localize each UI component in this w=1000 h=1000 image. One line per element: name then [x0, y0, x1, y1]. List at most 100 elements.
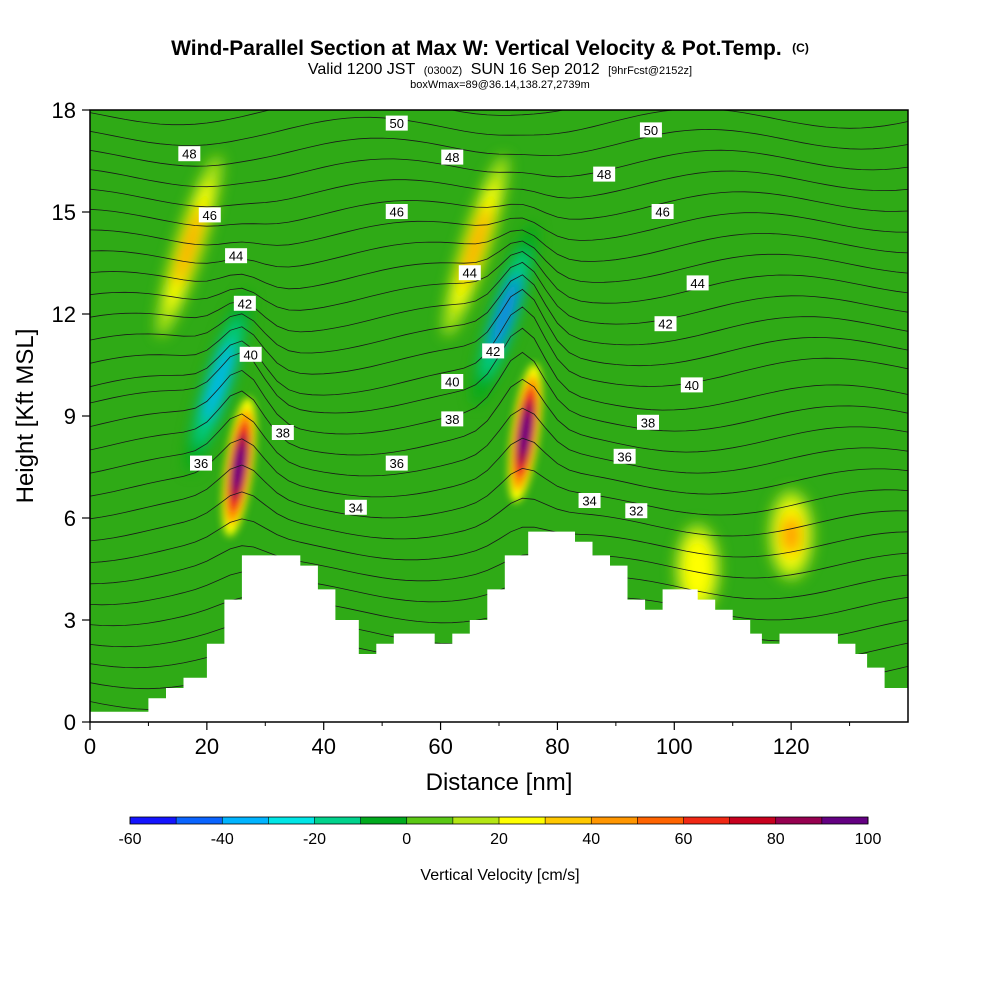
- svg-text:36: 36: [390, 456, 404, 471]
- y-tick-label: 12: [52, 302, 76, 327]
- svg-text:40: 40: [243, 347, 257, 362]
- w-band-layer: [490, 274, 520, 354]
- svg-text:Valid 1200 JST (0300Z): Valid 1200 JST (0300Z) SUN 16 Sep 2012 […: [308, 61, 692, 78]
- svg-text:34: 34: [349, 500, 363, 515]
- theta-isoline: [90, 407, 908, 477]
- x-tick-label: 40: [311, 734, 335, 759]
- svg-text:44: 44: [463, 266, 477, 281]
- x-axis-label: Distance [nm]: [426, 769, 573, 796]
- theta-label: 48: [593, 166, 616, 182]
- colorbar-swatch: [406, 817, 454, 824]
- colorbar-swatch: [222, 817, 269, 824]
- theta-isoline: [90, 274, 908, 354]
- terrain: [90, 531, 908, 722]
- colorbar-swatch: [499, 817, 546, 824]
- theta-isoline: [90, 306, 908, 396]
- colorbar-swatch: [314, 817, 362, 824]
- theta-label: 38: [271, 425, 294, 441]
- theta-label: 38: [636, 414, 659, 430]
- colorbar: -60 -40 -20 0 20 40 60 80 100: [118, 816, 882, 848]
- theta-label: 32: [625, 503, 648, 519]
- svg-text:44: 44: [690, 276, 704, 291]
- svg-text:36: 36: [194, 456, 208, 471]
- theta-label: 46: [198, 207, 221, 223]
- svg-text:36: 36: [617, 449, 631, 464]
- theta-isoline: [90, 110, 566, 126]
- theta-label: 34: [344, 499, 367, 515]
- y-axis: 0 3 6 9 12 15 18: [52, 98, 90, 735]
- theta-isoline: [90, 491, 908, 542]
- theta-labels: 50 50 48 48 48 46 46 46 44 44 44 42 42 42 40 40 40 38 38 38…: [178, 115, 709, 519]
- w-core-layer: [519, 410, 531, 456]
- svg-text:48: 48: [597, 167, 611, 182]
- title-valid-date: SUN 16 Sep 2012: [471, 61, 600, 78]
- svg-text:48: 48: [182, 147, 196, 162]
- theta-label: 48: [441, 149, 464, 165]
- colorbar-tick-label: 0: [402, 831, 411, 848]
- svg-text:Wind-Parallel Section at Max W: Wind-Parallel Section at Max W: Vertical…: [171, 37, 809, 60]
- theta-isoline: [90, 170, 908, 208]
- colorbar-swatch: [130, 817, 177, 824]
- w-band-layer: [687, 549, 708, 589]
- colorbar-swatch: [545, 817, 592, 824]
- theta-label: 44: [458, 265, 481, 281]
- colorbar-swatch: [683, 817, 731, 824]
- title-forecast: [9hrFcst@2152z]: [608, 65, 692, 77]
- y-tick-label: 18: [52, 98, 76, 123]
- svg-text:34: 34: [582, 494, 596, 509]
- title-valid-prefix: Valid 1200 JST: [308, 61, 416, 78]
- svg-text:38: 38: [276, 426, 290, 441]
- colorbar-swatch: [729, 817, 777, 824]
- theta-label: 42: [482, 343, 505, 359]
- theta-isoline: [90, 437, 908, 498]
- theta-label: 46: [651, 204, 674, 220]
- theta-label: 40: [239, 346, 262, 362]
- x-tick-label: 20: [195, 734, 219, 759]
- theta-isoline: [90, 240, 908, 290]
- y-tick-label: 0: [64, 710, 76, 735]
- svg-text:46: 46: [203, 208, 217, 223]
- svg-text:42: 42: [238, 296, 252, 311]
- y-tick-label: 6: [64, 506, 76, 531]
- theta-isoline: [90, 261, 908, 333]
- theta-label: 44: [686, 275, 709, 291]
- plot-area: 50 50 48 48 48 46 46 46 44 44 44 42 42 42 40 40 40 38 38 38…: [90, 110, 908, 722]
- theta-isoline: [90, 464, 908, 520]
- theta-label: 46: [385, 204, 408, 220]
- theta-isoline: [90, 288, 908, 375]
- theta-label: 38: [441, 411, 464, 427]
- x-tick-label: 80: [545, 734, 569, 759]
- svg-text:40: 40: [445, 375, 459, 390]
- colorbar-tick-label: 100: [855, 831, 882, 848]
- svg-text:44: 44: [229, 249, 243, 264]
- svg-text:42: 42: [658, 317, 672, 332]
- colorbar-swatch: [821, 817, 869, 824]
- svg-text:46: 46: [390, 205, 404, 220]
- colorbar-tick-label: 60: [675, 831, 693, 848]
- y-axis-label: Height [Kft MSL]: [12, 329, 39, 504]
- w-band-layer: [175, 206, 204, 286]
- theta-label: 42: [654, 316, 677, 332]
- title-valid-utc: (0300Z): [424, 65, 463, 77]
- theta-isoline: [90, 378, 908, 456]
- theta-label: 36: [190, 455, 213, 471]
- theta-isoline: [90, 212, 908, 246]
- theta-label: 42: [233, 295, 256, 311]
- colorbar-swatch: [775, 817, 823, 824]
- y-tick-label: 9: [64, 404, 76, 429]
- theta-label: 36: [385, 455, 408, 471]
- theta-label: 48: [178, 146, 201, 162]
- colorbar-swatch: [176, 817, 223, 824]
- svg-text:48: 48: [445, 150, 459, 165]
- colorbar-tick-label: 20: [490, 831, 508, 848]
- theta-label: 40: [680, 377, 703, 393]
- theta-isoline: [90, 518, 908, 563]
- colorbar-swatch: [360, 817, 408, 824]
- x-tick-label: 100: [656, 734, 693, 759]
- w-band-layer: [781, 515, 801, 555]
- svg-text:40: 40: [685, 378, 699, 393]
- theta-label: 44: [225, 248, 248, 264]
- w-core-layer: [233, 444, 245, 490]
- x-tick-label: 60: [428, 734, 452, 759]
